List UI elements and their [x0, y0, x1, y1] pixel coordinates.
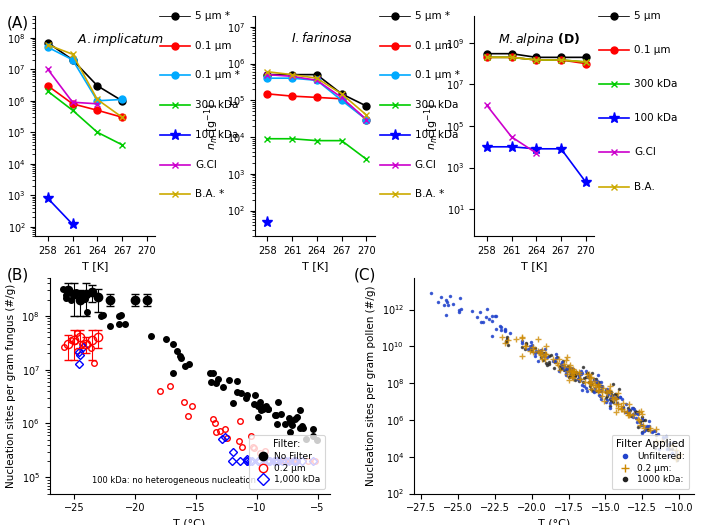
Text: 300 kDa: 300 kDa: [414, 100, 458, 110]
X-axis label: T [K]: T [K]: [82, 261, 108, 271]
Text: 300 kDa: 300 kDa: [195, 100, 239, 110]
Y-axis label: $n_m$ [g$^{-1}$]: $n_m$ [g$^{-1}$]: [0, 102, 1, 150]
Text: G.Cl: G.Cl: [414, 160, 436, 170]
Text: 0.1 μm: 0.1 μm: [634, 45, 670, 55]
Text: 0.1 μm: 0.1 μm: [414, 40, 451, 50]
Text: 100 kDa: 100 kDa: [634, 113, 678, 123]
X-axis label: T [K]: T [K]: [302, 261, 328, 271]
X-axis label: T (°C): T (°C): [173, 519, 206, 525]
Y-axis label: $n_m$ [g$^{-1}$]: $n_m$ [g$^{-1}$]: [422, 102, 441, 150]
Text: 300 kDa: 300 kDa: [634, 79, 678, 89]
Text: 0.1 μm *: 0.1 μm *: [414, 70, 459, 80]
Text: 5 μm *: 5 μm *: [195, 10, 230, 21]
Text: $\it{A. implicatum}$: $\it{A. implicatum}$: [77, 31, 164, 48]
Y-axis label: $n_m$ [g$^{-1}$]: $n_m$ [g$^{-1}$]: [202, 102, 221, 150]
Text: B.A.: B.A.: [634, 182, 655, 192]
X-axis label: T (°C): T (°C): [537, 519, 570, 525]
X-axis label: T [K]: T [K]: [521, 261, 547, 271]
Y-axis label: Nucleation sites per gram pollen (#/g): Nucleation sites per gram pollen (#/g): [366, 286, 376, 486]
Text: 100 kDa: no heterogeneous nucleation: 100 kDa: no heterogeneous nucleation: [91, 476, 256, 485]
Text: 100 kDa: 100 kDa: [195, 130, 239, 140]
Text: $\it{M. alpina}$ (D): $\it{M. alpina}$ (D): [498, 31, 581, 48]
Text: (A): (A): [7, 16, 29, 31]
Text: 0.1 μm *: 0.1 μm *: [195, 70, 240, 80]
Text: (C): (C): [354, 268, 377, 283]
Legend: No Filter, 0.2 µm, 1,000 kDa: No Filter, 0.2 µm, 1,000 kDa: [249, 435, 325, 489]
Text: B.A. *: B.A. *: [414, 190, 444, 200]
Y-axis label: Nucleation sites per gram fungus (#/g): Nucleation sites per gram fungus (#/g): [6, 284, 16, 488]
Text: G.Cl: G.Cl: [634, 148, 656, 158]
Text: 0.1 μm: 0.1 μm: [195, 40, 232, 50]
Legend: Unfiltered:, 0.2 µm:, 1000 kDa:: Unfiltered:, 0.2 µm:, 1000 kDa:: [612, 435, 690, 489]
Text: B.A. *: B.A. *: [195, 190, 224, 200]
Text: (B): (B): [7, 268, 29, 283]
Text: 5 μm: 5 μm: [634, 10, 661, 21]
Text: 100 kDa: 100 kDa: [414, 130, 458, 140]
Text: G.Cl: G.Cl: [195, 160, 217, 170]
Text: $\it{I. farinosa}$: $\it{I. farinosa}$: [291, 31, 353, 45]
Text: 5 μm *: 5 μm *: [414, 10, 450, 21]
